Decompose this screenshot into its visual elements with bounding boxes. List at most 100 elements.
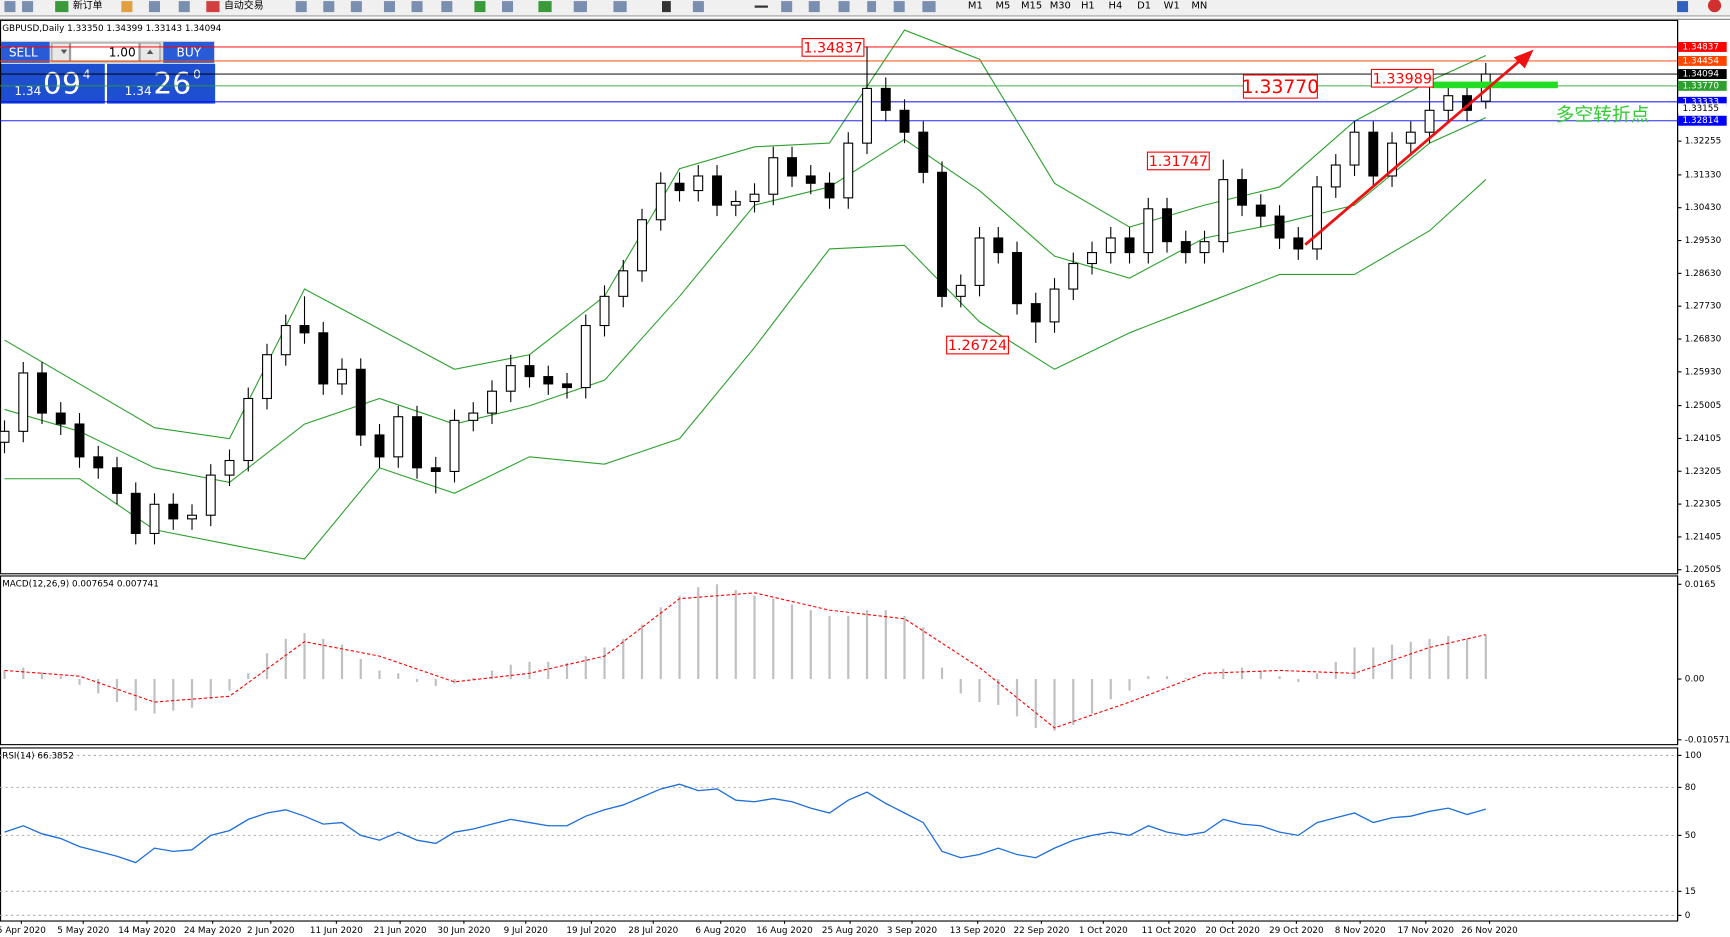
candle-body bbox=[187, 514, 197, 520]
y-tick-label: 0.00 bbox=[1685, 675, 1705, 685]
buy-label[interactable]: BUY bbox=[177, 45, 202, 59]
candle-body bbox=[1218, 179, 1229, 243]
candle-body bbox=[862, 87, 872, 144]
candle-body bbox=[993, 237, 1004, 254]
candle-body bbox=[1199, 241, 1210, 254]
price-tag-label: 1.34837 bbox=[1683, 42, 1719, 52]
candle-body bbox=[955, 284, 966, 297]
icon[interactable] bbox=[441, 1, 453, 13]
icon[interactable] bbox=[922, 1, 936, 13]
icon[interactable] bbox=[692, 1, 704, 13]
x-tick-label: 13 Sep 2020 bbox=[950, 926, 1006, 936]
icon[interactable] bbox=[411, 1, 423, 13]
candle-body bbox=[655, 182, 666, 221]
x-tick-label: 19 Jul 2020 bbox=[566, 926, 616, 936]
price-tag-label: 1.33155 bbox=[1683, 104, 1719, 114]
y-tick-label: 1.21405 bbox=[1685, 532, 1721, 542]
icon[interactable] bbox=[754, 5, 768, 8]
icon[interactable] bbox=[538, 1, 552, 13]
timeframe-button[interactable]: H1 bbox=[1081, 1, 1095, 12]
price-tag bbox=[1678, 103, 1727, 114]
candle-body bbox=[74, 423, 85, 458]
candle-body bbox=[824, 182, 835, 199]
new-order-button[interactable]: 新订单 bbox=[73, 0, 103, 12]
icon[interactable] bbox=[148, 1, 160, 13]
y-tick-label: 80 bbox=[1685, 783, 1697, 793]
note-text: 多空转折点 bbox=[1556, 105, 1650, 126]
icon[interactable] bbox=[323, 1, 335, 13]
candle-body bbox=[37, 372, 47, 414]
icon[interactable] bbox=[502, 1, 514, 13]
y-tick-label: 1.26830 bbox=[1685, 335, 1722, 345]
icon[interactable] bbox=[178, 1, 190, 13]
auto-trading-button[interactable]: 自动交易 bbox=[224, 0, 264, 12]
icon[interactable] bbox=[573, 1, 587, 13]
candle-body bbox=[1124, 237, 1135, 254]
icon[interactable] bbox=[121, 1, 133, 13]
icon[interactable] bbox=[661, 1, 671, 13]
candle-body bbox=[749, 193, 760, 203]
icon[interactable] bbox=[781, 1, 793, 13]
timeframe-button[interactable]: D1 bbox=[1137, 1, 1151, 12]
lot-down[interactable] bbox=[51, 42, 71, 63]
price-tag bbox=[1678, 55, 1727, 66]
icon[interactable] bbox=[808, 1, 820, 13]
candle-body bbox=[693, 175, 704, 192]
candle-body bbox=[1330, 164, 1341, 188]
annotation-label: 1.31747 bbox=[1149, 154, 1208, 170]
x-tick-label: 5 Apr 2020 bbox=[0, 926, 46, 936]
buy-price-box[interactable] bbox=[107, 63, 216, 104]
sell-price-pips: 09 bbox=[43, 66, 81, 101]
icon[interactable] bbox=[474, 1, 486, 13]
x-tick-label: 8 Nov 2020 bbox=[1335, 926, 1386, 936]
y-tick-label: 1.30430 bbox=[1685, 203, 1722, 213]
candle-body bbox=[787, 157, 797, 177]
icon[interactable] bbox=[838, 1, 850, 13]
timeframe-button[interactable]: W1 bbox=[1164, 1, 1180, 12]
icon[interactable] bbox=[295, 1, 307, 13]
timeframe-button[interactable]: MN bbox=[1191, 1, 1207, 12]
icon[interactable] bbox=[1677, 1, 1689, 13]
icon[interactable] bbox=[55, 1, 69, 13]
annotation-label: 1.26724 bbox=[948, 338, 1007, 354]
candle-body bbox=[1105, 237, 1116, 254]
timeframe-button[interactable]: H4 bbox=[1109, 1, 1123, 12]
timeframe-button[interactable]: M30 bbox=[1050, 1, 1071, 12]
timeframe-button[interactable]: M15 bbox=[1021, 1, 1042, 12]
timeframe-button[interactable]: M5 bbox=[995, 1, 1010, 12]
icon[interactable] bbox=[613, 1, 627, 13]
lot-input[interactable] bbox=[70, 42, 140, 63]
candle-body bbox=[412, 416, 422, 469]
price-tag bbox=[1678, 96, 1727, 107]
candle-body bbox=[205, 474, 216, 516]
candle-body bbox=[487, 390, 497, 414]
sell-label[interactable]: SELL bbox=[9, 45, 38, 59]
price-tag bbox=[1678, 115, 1727, 126]
icon[interactable] bbox=[893, 1, 905, 13]
icon[interactable] bbox=[867, 1, 877, 13]
arrow-icon bbox=[146, 49, 154, 55]
y-tick-label: 1.24105 bbox=[1685, 434, 1721, 444]
lot-value[interactable]: 1.00 bbox=[109, 45, 136, 59]
panel-header: MACD(12,26,9) 0.007654 0.007741 bbox=[2, 580, 159, 590]
annotation-box bbox=[946, 335, 1009, 355]
candle-body bbox=[1237, 179, 1247, 206]
x-tick-label: 11 Jun 2020 bbox=[310, 926, 363, 936]
candle-body bbox=[1255, 204, 1266, 217]
timeframe-button[interactable]: M1 bbox=[968, 1, 983, 12]
candle-body bbox=[880, 87, 891, 111]
price-tag-label: 1.32814 bbox=[1683, 116, 1720, 126]
candle-body bbox=[937, 171, 947, 297]
price-tag-label: 1.34454 bbox=[1683, 56, 1720, 66]
candle-body bbox=[730, 200, 741, 206]
buy-price-big-figure: 1.34 bbox=[125, 84, 152, 98]
candle-body bbox=[0, 430, 10, 443]
y-tick-label: 1.22305 bbox=[1685, 500, 1721, 510]
icon[interactable] bbox=[206, 1, 220, 13]
icon[interactable] bbox=[1707, 0, 1722, 13]
candle-body bbox=[1012, 252, 1022, 305]
icon[interactable] bbox=[350, 1, 362, 13]
icon[interactable] bbox=[383, 1, 395, 13]
panel-header: GBPUSD,Daily 1.33350 1.34399 1.33143 1.3… bbox=[2, 24, 222, 34]
sell-price-box[interactable] bbox=[0, 63, 105, 104]
